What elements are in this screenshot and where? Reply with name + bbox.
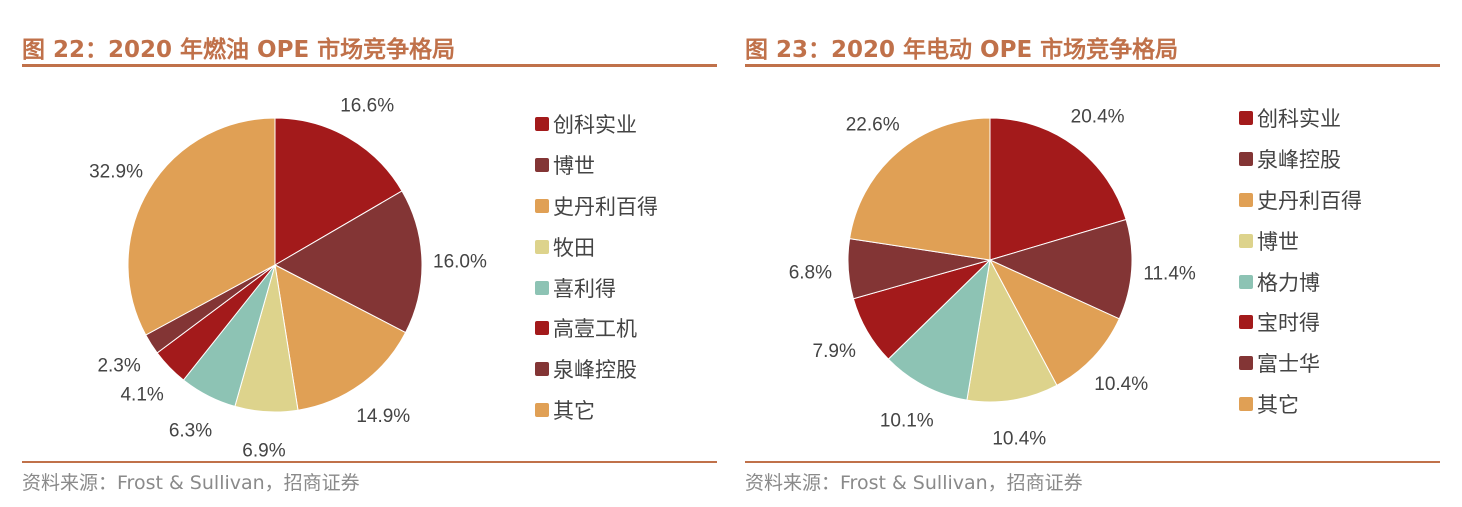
title-divider: [22, 64, 717, 67]
legend-item: 牧田: [535, 226, 658, 267]
pie-slice: [849, 117, 991, 261]
legend-swatch: [1239, 396, 1253, 411]
legend-item: 博世: [535, 145, 658, 186]
legend-swatch: [535, 362, 549, 377]
legend-label: 博世: [553, 154, 595, 179]
pie-slice: [988, 218, 1133, 320]
legend-swatch: [1239, 274, 1253, 289]
legend-swatch: [1239, 111, 1253, 126]
pie-slice: [274, 264, 407, 411]
data-label: 4.1%: [120, 385, 163, 406]
legend-label: 其它: [553, 398, 595, 423]
legend-swatch: [1239, 192, 1253, 207]
data-label: 16.6%: [340, 96, 394, 117]
data-label: 11.4%: [1143, 263, 1196, 284]
legend-label: 泉峰控股: [553, 358, 637, 383]
legend-label: 牧田: [553, 235, 595, 260]
title-divider: [745, 64, 1440, 67]
legend-swatch: [535, 321, 549, 336]
legend-item: 富士华: [1239, 343, 1362, 384]
data-label: 7.9%: [813, 341, 856, 362]
source-text: 资料来源：Frost & Sullivan，招商证券: [745, 472, 1083, 494]
legend-label: 泉峰控股: [1257, 148, 1341, 173]
data-label: 20.4%: [1071, 107, 1125, 128]
pie-slice: [988, 258, 1120, 386]
legend-swatch: [1239, 233, 1253, 248]
pie-slice: [966, 258, 1058, 403]
legend-swatch: [1239, 152, 1253, 167]
data-label: 10.4%: [1094, 374, 1148, 395]
pie-slice: [274, 117, 403, 266]
legend-label: 喜利得: [553, 276, 616, 301]
legend: 创科实业博世史丹利百得牧田喜利得高壹工机泉峰控股其它: [535, 104, 658, 430]
chart-panel-electric-ope: 图 23：2020 年电动 OPE 市场竞争格局 20.4% 11.4% 10.4%…: [745, 0, 1440, 507]
legend-item: 创科实业: [1239, 98, 1362, 139]
pie-chart: 20.4% 11.4% 10.4% 10.4% 10.1% 7.9% 6.8% 22.6%: [789, 107, 1196, 450]
legend-label: 博世: [1257, 229, 1299, 254]
data-label: 16.0%: [433, 251, 487, 272]
legend-swatch: [535, 402, 549, 417]
legend-item: 史丹利百得: [535, 186, 658, 227]
pie-chart: 16.6% 16.0% 14.9% 6.9% 6.3% 4.1% 2.3% 32.9%: [89, 96, 487, 460]
legend-swatch: [535, 198, 549, 213]
legend-swatch: [535, 158, 549, 173]
legend-label: 宝时得: [1257, 311, 1320, 336]
data-label: 22.6%: [846, 114, 900, 135]
legend-label: 格力博: [1257, 270, 1320, 295]
legend-item: 格力博: [1239, 261, 1362, 302]
pie-slice: [127, 117, 276, 336]
legend-label: 史丹利百得: [1257, 188, 1362, 213]
data-label: 2.3%: [97, 356, 140, 377]
chart-title: 图 22：2020 年燃油 OPE 市场竞争格局: [22, 37, 456, 63]
pie-slice: [989, 117, 1127, 261]
legend-item: 博世: [1239, 220, 1362, 261]
chart-panel-fuel-ope: 图 22：2020 年燃油 OPE 市场竞争格局 16.6% 16.0% 14.9%…: [22, 0, 717, 507]
legend-label: 史丹利百得: [553, 194, 658, 219]
legend-item: 喜利得: [535, 267, 658, 308]
data-label: 6.8%: [789, 262, 832, 283]
legend-item: 其它: [535, 390, 658, 431]
legend-item: 其它: [1239, 384, 1362, 425]
chart-title: 图 23：2020 年电动 OPE 市场竞争格局: [745, 37, 1179, 63]
data-label: 6.9%: [242, 441, 285, 460]
legend-swatch: [1239, 356, 1253, 371]
data-label: 10.1%: [880, 411, 934, 432]
data-label: 10.4%: [992, 429, 1046, 450]
legend-label: 其它: [1257, 392, 1299, 417]
legend-label: 高壹工机: [553, 317, 637, 342]
legend: 创科实业泉峰控股史丹利百得博世格力博宝时得富士华其它: [1239, 98, 1362, 424]
legend-item: 泉峰控股: [535, 349, 658, 390]
legend-swatch: [535, 239, 549, 254]
legend-item: 创科实业: [535, 104, 658, 145]
pie-slice: [273, 190, 423, 334]
legend-label: 创科实业: [553, 113, 637, 138]
data-label: 14.9%: [356, 406, 410, 427]
legend-item: 泉峰控股: [1239, 139, 1362, 180]
legend-swatch: [1239, 315, 1253, 330]
data-label: 32.9%: [89, 161, 143, 182]
legend-item: 宝时得: [1239, 302, 1362, 343]
source-divider: [22, 461, 717, 463]
legend-item: 史丹利百得: [1239, 180, 1362, 221]
legend-swatch: [535, 280, 549, 295]
legend-label: 富士华: [1257, 352, 1320, 377]
data-label: 6.3%: [169, 421, 212, 442]
source-text: 资料来源：Frost & Sullivan，招商证券: [22, 472, 360, 494]
legend-label: 创科实业: [1257, 107, 1341, 132]
legend-swatch: [535, 117, 549, 132]
source-divider: [745, 461, 1440, 463]
legend-item: 高壹工机: [535, 308, 658, 349]
pie-slice: [887, 258, 991, 401]
